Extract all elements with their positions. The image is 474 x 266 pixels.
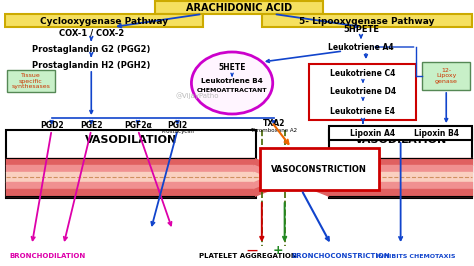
Text: @VijayPatho: @VijayPatho [176,93,219,99]
Text: BRONCHODILATION: BRONCHODILATION [9,253,86,259]
Bar [5,14,203,27]
Text: 5- Lipooxygenase Pathway: 5- Lipooxygenase Pathway [299,16,435,26]
Text: +: + [273,244,283,257]
Text: TXA2: TXA2 [263,119,285,128]
Text: Leukotriene C4: Leukotriene C4 [330,69,396,78]
Text: Tissue
specific
synthesases: Tissue specific synthesases [11,73,50,89]
Text: Prostaglandin G2 (PGG2): Prostaglandin G2 (PGG2) [32,44,150,53]
Text: PLATELET AGGREGATION: PLATELET AGGREGATION [199,253,297,259]
Text: Cyclooxygenase Pathway: Cyclooxygenase Pathway [40,16,168,26]
Text: PGE2: PGE2 [80,122,102,131]
Bar [262,14,472,27]
Ellipse shape [191,52,273,114]
Text: Leukotriene D4: Leukotriene D4 [330,88,396,97]
Text: VASOCONSTRICTION: VASOCONSTRICTION [272,164,367,173]
Text: Leukotriene A4: Leukotriene A4 [328,43,394,52]
Text: Leukotriene E4: Leukotriene E4 [330,107,395,117]
Text: 5HPETE: 5HPETE [343,26,379,35]
Bar [155,1,323,14]
Text: Prostaglandin H2 (PGH2): Prostaglandin H2 (PGH2) [32,60,150,69]
Text: 12-
Lipoxy
genase: 12- Lipoxy genase [435,68,458,84]
Text: COX-1 / COX-2: COX-1 / COX-2 [59,28,124,38]
Text: Lipoxin B4: Lipoxin B4 [414,128,459,138]
Text: Thromboxane A2: Thromboxane A2 [250,127,297,132]
Text: Leukotriene B4: Leukotriene B4 [201,78,263,84]
Bar [329,130,472,198]
Bar [422,62,470,90]
Bar [329,126,472,140]
Text: —: — [246,246,257,256]
Bar [6,130,256,198]
Text: PGI2: PGI2 [167,122,188,131]
Text: VASODILATION: VASODILATION [85,135,177,145]
Text: INHIBITS CHEMOTAXIS: INHIBITS CHEMOTAXIS [376,253,455,259]
Bar [260,148,379,190]
Bar [310,64,417,120]
Text: PGF2α: PGF2α [124,122,152,131]
Text: VASODILATION: VASODILATION [355,135,447,145]
Text: ARACHIDONIC ACID: ARACHIDONIC ACID [186,3,292,13]
Text: Prostacyclin: Prostacyclin [161,128,194,134]
Text: BRONCHOCONSTRICTION: BRONCHOCONSTRICTION [292,253,391,259]
Bar [7,70,55,92]
Text: CHEMOATTRACTANT: CHEMOATTRACTANT [197,88,267,93]
Text: Lipoxin A4: Lipoxin A4 [349,128,395,138]
Text: PGD2: PGD2 [40,122,64,131]
Text: 5HETE: 5HETE [219,64,246,73]
